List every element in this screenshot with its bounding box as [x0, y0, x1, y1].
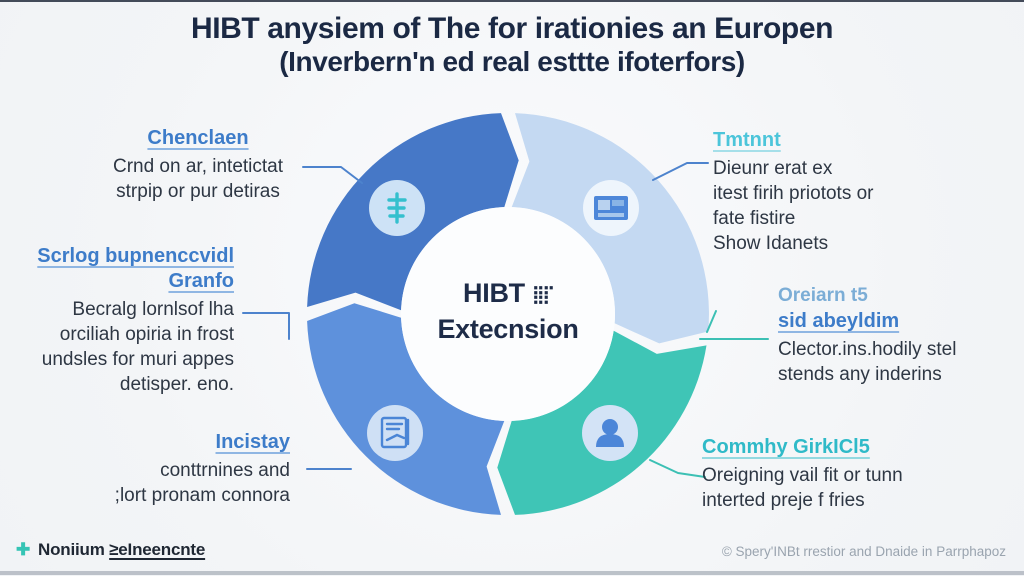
label-top-left: Chenclaen Crnd on ar, intetictat strpip … — [88, 126, 308, 204]
label-text: orciliah opiria in frost — [59, 324, 234, 345]
label-text: fate fistire — [713, 208, 796, 229]
center-circle — [401, 207, 615, 421]
label-text: stends any inderins — [778, 364, 942, 385]
label-text: ;lort pronam connora — [114, 485, 290, 506]
center-label-line1: HIBT ⣿⡏ — [463, 278, 555, 308]
label-text: Oreigning vail fit or tunn — [702, 465, 903, 486]
label-bottom-right: Commhy GirkICl5 Oreigning vail fit or tu… — [702, 435, 977, 513]
label-bottom-left: Incistay conttrnines and ;lort pronam co… — [52, 430, 290, 508]
label-mid-right-preheading: Oreiarn t5 — [778, 285, 868, 306]
page-title: HIBT anysiem of The for irationies an Eu… — [0, 12, 1024, 77]
finance-icon — [369, 180, 425, 236]
label-text: Show Idanets — [713, 233, 829, 254]
label-mid-right: Oreiarn t5 sid abeyldim Clector.ins.hodi… — [778, 283, 1018, 387]
label-top-right: Tmtnnt Dieunr erat ex itest firih prioto… — [713, 128, 993, 256]
label-mid-right-heading: sid abeyldim — [778, 310, 900, 332]
diagram-center-label: HIBT ⣿⡏ Extecnsion — [398, 276, 618, 346]
label-text: interted preje f fries — [702, 490, 865, 511]
center-label-line2: Extecnsion — [437, 314, 579, 344]
top-edge-line — [0, 0, 1024, 2]
label-text: undsles for muri appes — [41, 349, 234, 370]
footer-brand: ✚ Noniium ≥eIneencnte — [16, 540, 205, 560]
label-bottom-right-heading: Commhy GirkICl5 — [702, 436, 870, 458]
label-text: Dieunr erat ex — [713, 158, 833, 179]
person-icon — [582, 405, 638, 461]
label-text: Becralg lornlsof lha — [72, 299, 234, 320]
label-mid-left: Scrlog bupnenccvidl Granfo Becralg lornl… — [16, 244, 234, 397]
label-text: Clector.ins.hodily stel — [778, 339, 957, 360]
plus-icon: ✚ — [16, 540, 31, 559]
label-text: itest firih priotots or — [713, 183, 874, 204]
cycle-diagram — [307, 113, 709, 515]
connector-mid-left — [242, 312, 290, 340]
label-text: strpip or pur detiras — [116, 181, 280, 202]
footer-brand-text: Noniium ≥eIneencnte — [38, 540, 206, 559]
label-top-left-heading: Chenclaen — [147, 127, 249, 149]
bottom-edge-line — [0, 571, 1024, 575]
report-icon — [367, 405, 423, 461]
label-bottom-left-heading: Incistay — [215, 431, 290, 453]
label-mid-left-heading: Scrlog bupnenccvidl Granfo — [37, 245, 234, 292]
image-icon — [583, 180, 639, 236]
page-title-line1: HIBT anysiem of The for irationies an Eu… — [190, 12, 834, 45]
footer-credit: © Spery'INBt rrestior and Dnaide in Parr… — [721, 544, 1006, 559]
garbled-glyphs: ⣿⡏ — [532, 285, 555, 304]
label-text: detisper. eno. — [119, 374, 234, 395]
label-top-right-heading: Tmtnnt — [713, 129, 781, 151]
page-title-line2: (Inverbern'n ed real esttte ifoterfors) — [279, 46, 745, 77]
label-text: conttrnines and — [160, 460, 290, 481]
label-text: Crnd on ar, intetictat — [112, 156, 284, 177]
